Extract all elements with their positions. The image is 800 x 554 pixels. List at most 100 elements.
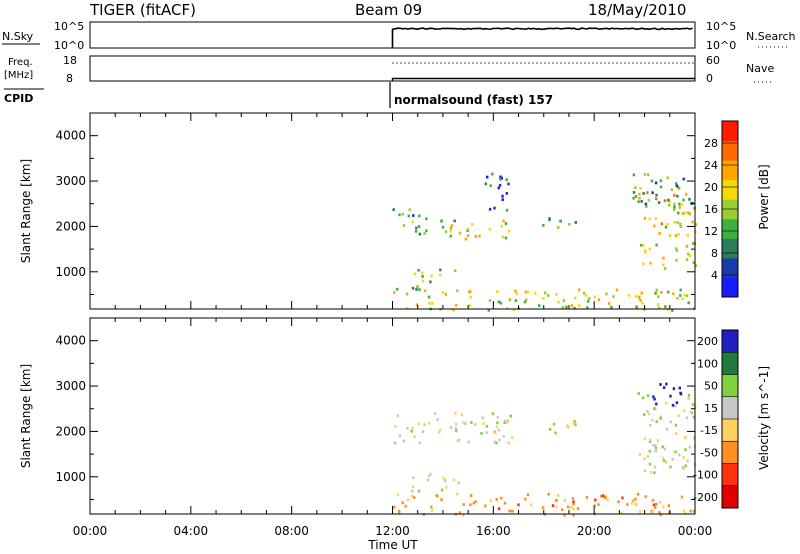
velocity-cell xyxy=(664,460,668,464)
power-cell xyxy=(414,229,418,233)
velocity-cell xyxy=(429,472,433,476)
power-cell xyxy=(413,272,417,276)
velocity-cell xyxy=(552,422,556,426)
velocity-cell xyxy=(482,422,485,425)
velocity-cell xyxy=(462,513,465,517)
power-cell xyxy=(651,191,654,195)
power-cell xyxy=(667,290,670,294)
velocity-cell xyxy=(445,485,448,489)
power-cell xyxy=(686,294,689,298)
velocity-cell xyxy=(678,453,681,457)
velocity-cell xyxy=(428,474,431,478)
velocity-cell xyxy=(436,418,439,421)
power-cell xyxy=(638,192,641,196)
velocity-cell xyxy=(462,503,465,506)
velocity-cell xyxy=(418,441,421,445)
power-cell xyxy=(438,273,442,277)
velocity-cell xyxy=(458,511,462,515)
power-cell xyxy=(501,235,505,239)
velocity-cell xyxy=(401,501,404,505)
power-cell xyxy=(408,208,411,212)
power-cell xyxy=(650,179,654,183)
power-cell xyxy=(688,197,691,201)
velocity-cell xyxy=(669,465,672,469)
power-cell xyxy=(524,290,527,294)
power-cell xyxy=(668,200,671,204)
power-cell xyxy=(412,214,415,217)
power-cell xyxy=(644,249,647,252)
velocity-cell xyxy=(554,505,558,509)
velocity-ylabel: Slant Range [km] xyxy=(19,364,33,468)
velocity-cell xyxy=(682,456,685,459)
power-cell xyxy=(561,306,565,309)
velocity-cell xyxy=(472,501,475,505)
power-cell xyxy=(676,185,680,189)
power-cell xyxy=(649,261,652,265)
velocity-cell xyxy=(646,409,649,413)
power-colorbar-tick-label: 8 xyxy=(711,247,718,260)
velocity-cell xyxy=(665,427,669,431)
velocity-cell xyxy=(460,413,464,417)
power-cell xyxy=(675,247,678,251)
power-cell xyxy=(675,182,678,185)
velocity-cell xyxy=(648,440,652,443)
power-cell xyxy=(505,178,508,182)
power-cell xyxy=(632,191,636,194)
power-cell xyxy=(588,297,591,300)
power-ylabel: Slant Range [km] xyxy=(19,159,33,263)
velocity-panel: 1000 2000 3000 4000 Slant Range [km] xyxy=(19,317,697,517)
velocity-cell xyxy=(454,427,458,430)
velocity-cell xyxy=(652,444,655,447)
velocity-cell xyxy=(632,498,636,502)
power-cell xyxy=(393,291,396,294)
velocity-cell xyxy=(638,510,642,513)
velocity-cell xyxy=(679,392,683,396)
nsky-tick-bottom: 10^0 xyxy=(54,39,84,52)
velocity-cell xyxy=(509,509,512,513)
velocity-cell xyxy=(427,478,430,482)
power-cell xyxy=(662,263,665,267)
velocity-cell xyxy=(542,506,545,510)
velocity-cell xyxy=(452,478,456,482)
power-cell xyxy=(685,258,689,261)
power-cell xyxy=(677,232,680,236)
velocity-cell xyxy=(394,425,397,428)
power-cell xyxy=(562,299,565,302)
velocity-cell xyxy=(620,511,623,515)
velocity-cell xyxy=(496,421,499,425)
power-cell xyxy=(405,292,409,296)
nave-tick-bottom: 0 xyxy=(706,72,713,85)
freq-series-line xyxy=(391,77,695,81)
velocity-cell xyxy=(410,494,414,498)
velocity-cell xyxy=(689,509,692,513)
power-cell xyxy=(486,175,489,179)
power-cell xyxy=(640,291,643,295)
power-cell xyxy=(415,303,419,307)
power-cell xyxy=(504,222,508,225)
power-cell xyxy=(675,258,678,262)
power-cell xyxy=(497,186,500,190)
velocity-cell xyxy=(563,499,567,502)
velocity-cell xyxy=(576,507,580,510)
power-cell xyxy=(673,193,676,197)
power-colorbar-tick-label: 4 xyxy=(711,269,718,282)
power-cell xyxy=(474,235,477,238)
power-cell xyxy=(686,233,689,237)
power-cell xyxy=(691,220,694,224)
nsearch-tick-bottom: 10^0 xyxy=(706,39,736,52)
velocity-cell xyxy=(456,492,459,496)
power-cell xyxy=(508,298,511,302)
power-cell xyxy=(688,212,691,216)
velocity-cell xyxy=(601,494,605,498)
power-cell xyxy=(411,220,414,224)
velocity-cell xyxy=(439,428,442,432)
power-cell xyxy=(664,305,667,309)
velocity-cell xyxy=(496,416,499,419)
velocity-cell xyxy=(497,507,501,511)
power-cell xyxy=(538,304,541,307)
velocity-cell xyxy=(655,402,658,406)
velocity-cell xyxy=(440,488,444,492)
velocity-cell xyxy=(686,459,689,463)
velocity-cell xyxy=(457,481,460,485)
velocity-cell xyxy=(423,423,426,427)
